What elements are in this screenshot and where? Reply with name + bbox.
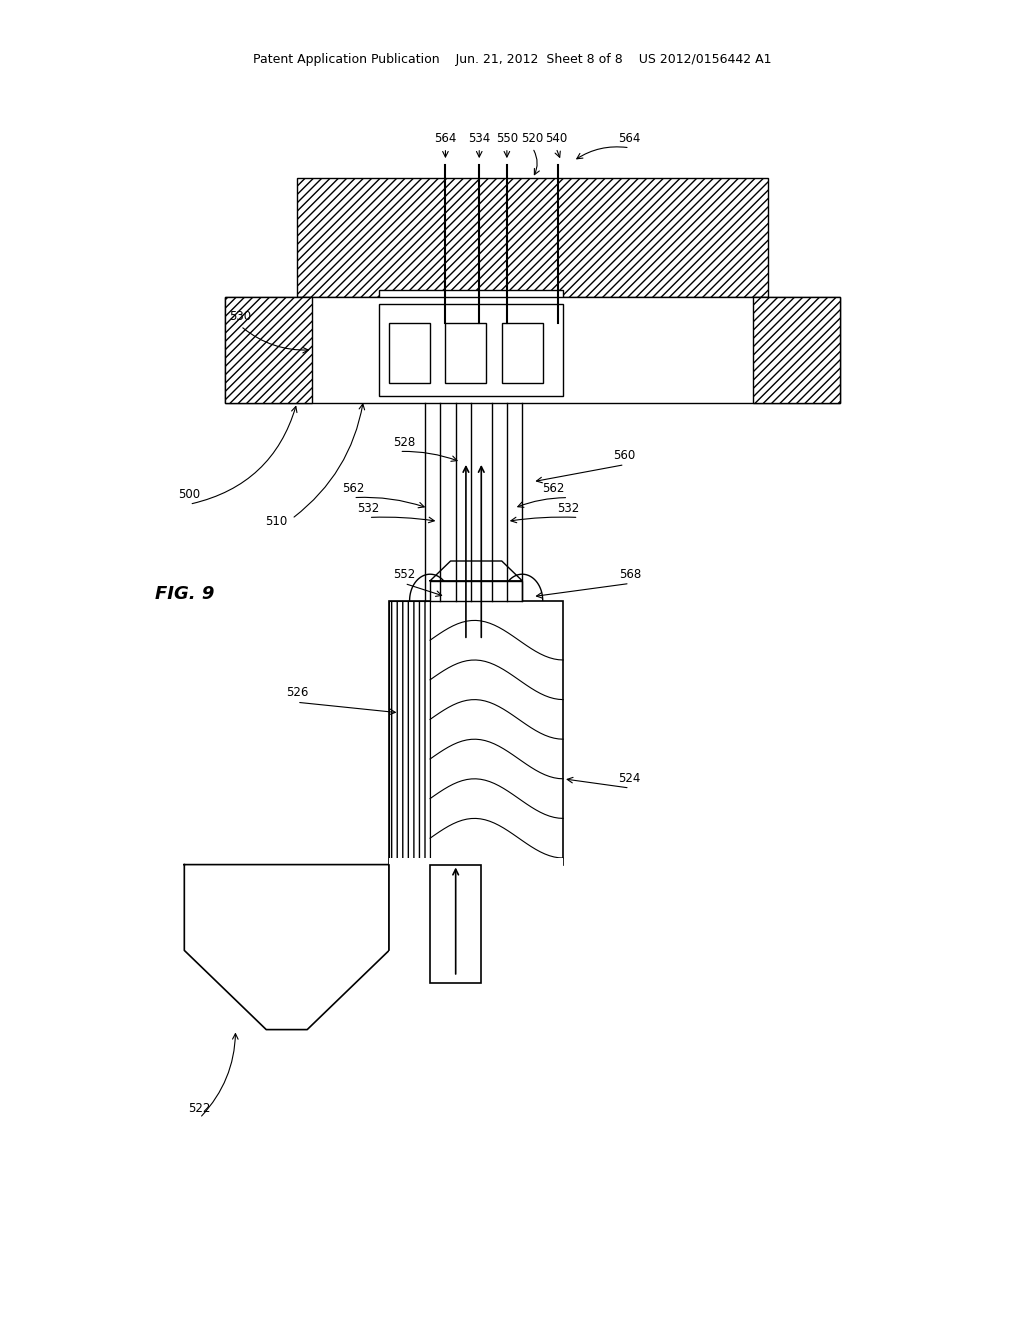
Text: 530: 530 — [229, 310, 252, 323]
FancyBboxPatch shape — [389, 865, 395, 950]
FancyBboxPatch shape — [297, 178, 768, 297]
Text: 510: 510 — [265, 515, 288, 528]
FancyBboxPatch shape — [389, 323, 430, 383]
FancyBboxPatch shape — [430, 865, 481, 983]
Text: 528: 528 — [393, 436, 416, 449]
Text: 568: 568 — [618, 568, 641, 581]
FancyBboxPatch shape — [502, 323, 543, 383]
FancyBboxPatch shape — [753, 297, 840, 403]
Text: 524: 524 — [618, 772, 641, 785]
Text: 532: 532 — [557, 502, 580, 515]
FancyBboxPatch shape — [379, 304, 563, 396]
Text: 550: 550 — [496, 132, 518, 145]
FancyBboxPatch shape — [389, 858, 563, 990]
FancyBboxPatch shape — [225, 297, 312, 403]
Text: 560: 560 — [613, 449, 636, 462]
FancyBboxPatch shape — [445, 323, 486, 383]
Text: 532: 532 — [357, 502, 380, 515]
Text: 562: 562 — [542, 482, 564, 495]
Text: 500: 500 — [178, 488, 201, 502]
Text: 562: 562 — [342, 482, 365, 495]
Text: FIG. 9: FIG. 9 — [155, 585, 214, 603]
Text: 526: 526 — [286, 686, 308, 700]
Text: Patent Application Publication    Jun. 21, 2012  Sheet 8 of 8    US 2012/0156442: Patent Application Publication Jun. 21, … — [253, 53, 771, 66]
Text: 540: 540 — [545, 132, 567, 145]
Text: 522: 522 — [188, 1102, 211, 1115]
Text: 564: 564 — [618, 132, 641, 145]
Text: 564: 564 — [434, 132, 457, 145]
Text: 552: 552 — [393, 568, 416, 581]
FancyBboxPatch shape — [379, 290, 563, 323]
FancyBboxPatch shape — [430, 581, 522, 601]
FancyBboxPatch shape — [389, 601, 563, 865]
FancyBboxPatch shape — [225, 297, 840, 403]
Text: 534: 534 — [468, 132, 490, 145]
Text: 520: 520 — [521, 132, 544, 145]
FancyBboxPatch shape — [389, 601, 430, 865]
